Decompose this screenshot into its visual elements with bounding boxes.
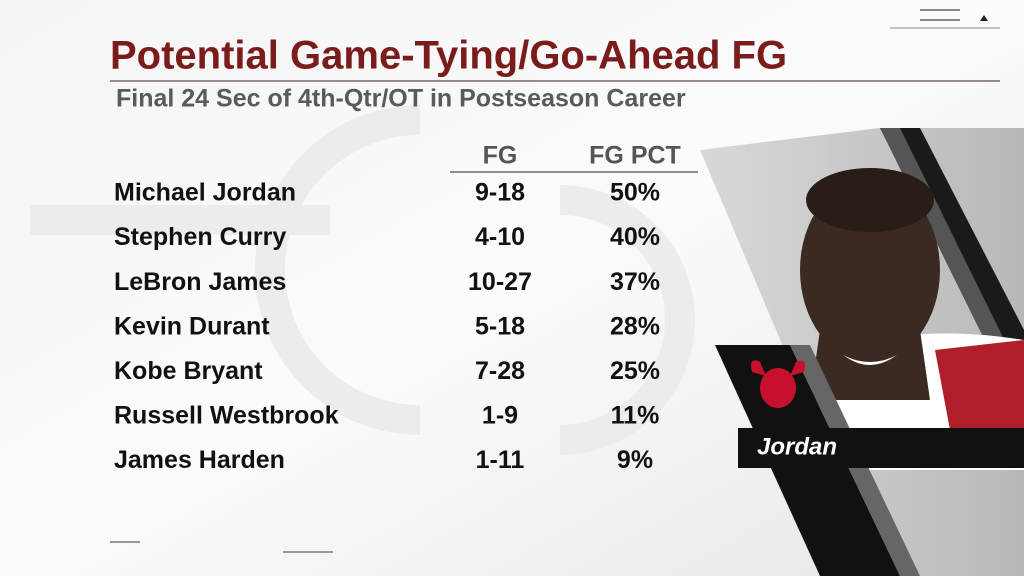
fg-pct: 40% (610, 223, 660, 251)
subtitle: Final 24 Sec of 4th-Qtr/OT in Postseason… (116, 85, 686, 113)
fg: 1-11 (476, 446, 525, 474)
fg-pct: 28% (610, 312, 660, 340)
fg-pct: 50% (610, 179, 660, 207)
fg: 1-9 (482, 402, 518, 430)
player-name: Russell Westbrook (114, 402, 339, 430)
watermark (30, 105, 695, 455)
title: Potential Game-Tying/Go-Ahead FG (110, 34, 787, 78)
fg-pct: 11% (611, 402, 660, 430)
fg: 9-18 (475, 179, 525, 207)
player-name: Stephen Curry (114, 223, 286, 251)
player-name: Kobe Bryant (114, 357, 263, 385)
stats-table: FG FG PCT Michael Jordan 9-18 50% Stephen Cur… (114, 142, 681, 475)
caption: Jordan (757, 433, 837, 460)
fg-pct: 9% (617, 446, 653, 474)
fg: 4-10 (475, 223, 525, 251)
player-name: Michael Jordan (114, 179, 296, 207)
fg: 10-27 (468, 268, 532, 296)
fg-pct: 37% (610, 268, 660, 296)
player-photo: Jordan (700, 128, 1024, 576)
player-name: Kevin Durant (114, 312, 270, 340)
column-header: FG (483, 142, 518, 170)
column-header: FG PCT (589, 142, 681, 170)
player-name: James Harden (114, 446, 285, 474)
fg: 5-18 (475, 312, 525, 340)
fg: 7-28 (475, 357, 525, 385)
player-name: LeBron James (114, 268, 286, 296)
fg-pct: 25% (610, 357, 660, 385)
